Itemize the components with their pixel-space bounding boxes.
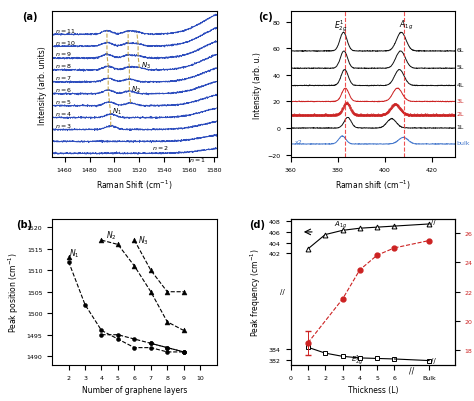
X-axis label: Thickness (L): Thickness (L) [347, 385, 398, 394]
Text: $A_{1g}$: $A_{1g}$ [334, 219, 347, 230]
Text: 6L: 6L [456, 48, 464, 53]
Text: x2: x2 [295, 139, 303, 144]
Y-axis label: Intensity (arb. u.): Intensity (arb. u.) [253, 52, 262, 118]
Text: $n=9$: $n=9$ [55, 51, 72, 59]
Text: $n=2$: $n=2$ [152, 144, 169, 152]
Text: 1L: 1L [456, 125, 464, 130]
Text: (c): (c) [258, 12, 273, 22]
Text: $n=3$: $n=3$ [55, 122, 72, 130]
Y-axis label: Peak position (cm$^{-1}$): Peak position (cm$^{-1}$) [7, 252, 21, 332]
Y-axis label: Intensity (arb. units): Intensity (arb. units) [37, 46, 46, 124]
Text: $E^1_{2g}$: $E^1_{2g}$ [351, 352, 364, 367]
Y-axis label: Peak frequency (cm$^{-1}$): Peak frequency (cm$^{-1}$) [249, 248, 264, 336]
Text: $n=1$: $n=1$ [189, 156, 206, 164]
Text: 5L: 5L [456, 65, 464, 70]
X-axis label: Number of graphene layers: Number of graphene layers [82, 385, 187, 394]
Text: //: // [431, 219, 436, 225]
X-axis label: Raman shift (cm$^{-1}$): Raman shift (cm$^{-1}$) [335, 178, 410, 191]
Text: bulk: bulk [456, 141, 470, 146]
Text: $n=8$: $n=8$ [55, 62, 72, 70]
Text: 3L: 3L [456, 98, 464, 103]
Text: 4L: 4L [456, 83, 464, 87]
Text: $N_3$: $N_3$ [141, 61, 151, 71]
Text: $n=10$: $n=10$ [55, 38, 76, 47]
Text: $N_2$: $N_2$ [131, 84, 140, 94]
Text: (a): (a) [23, 12, 38, 22]
Text: (b): (b) [16, 219, 32, 229]
Text: $N_1$: $N_1$ [69, 247, 79, 259]
X-axis label: Raman Shift (cm$^{-1}$): Raman Shift (cm$^{-1}$) [96, 178, 173, 191]
Text: 2L: 2L [456, 111, 464, 117]
Text: //: // [280, 288, 285, 294]
Text: $A_{1g}$: $A_{1g}$ [399, 19, 413, 32]
Text: $N_1$: $N_1$ [112, 107, 122, 117]
Text: $n=11$: $n=11$ [55, 26, 75, 34]
Text: $E^1_{2g}$: $E^1_{2g}$ [334, 19, 348, 34]
Text: $N_2$: $N_2$ [106, 229, 117, 242]
Text: //: // [431, 357, 436, 363]
Text: $n=7$: $n=7$ [55, 74, 72, 82]
Text: $n=5$: $n=5$ [55, 98, 72, 106]
Text: //: // [409, 366, 414, 375]
Text: $n=4$: $n=4$ [55, 110, 72, 118]
Text: (d): (d) [249, 219, 265, 229]
Text: $N_3$: $N_3$ [137, 234, 148, 246]
Text: $n=6$: $n=6$ [55, 86, 72, 94]
